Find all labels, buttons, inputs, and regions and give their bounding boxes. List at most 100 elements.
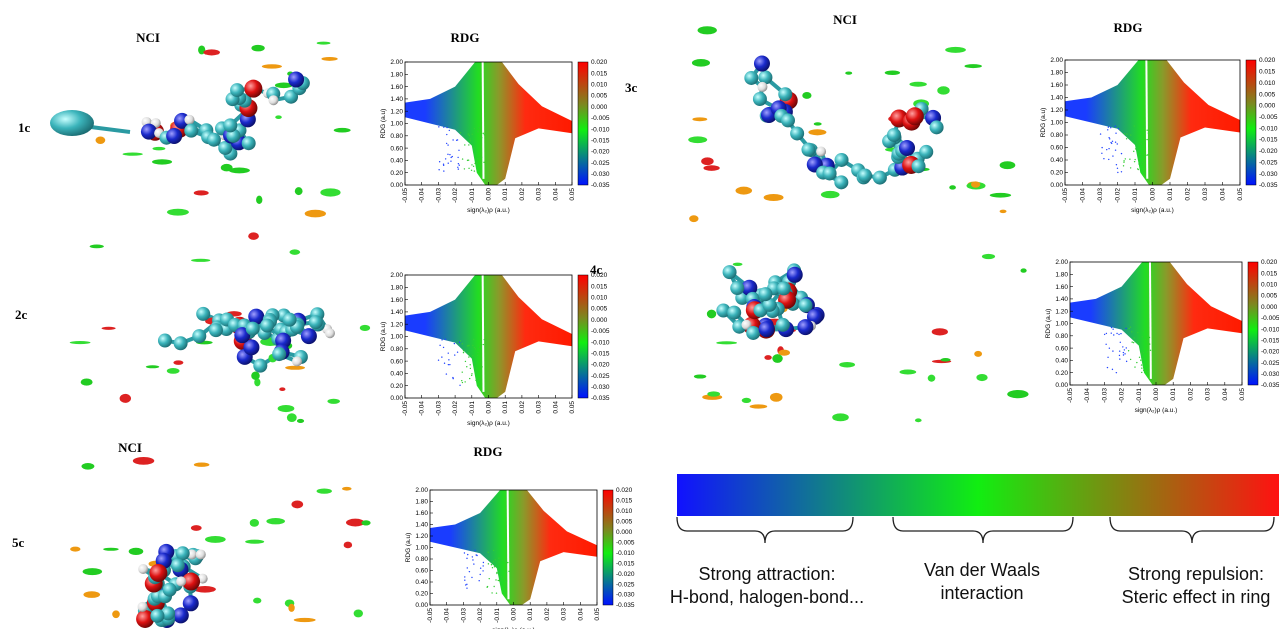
atom: [790, 126, 805, 141]
scatter-dot: [461, 381, 464, 384]
cloud-gap: [1145, 59, 1149, 179]
atom: [184, 123, 199, 138]
x-tick-label: -0.05: [427, 608, 434, 623]
scatter-dot: [1130, 134, 1132, 136]
scatter-dot: [507, 561, 509, 564]
nci-isosurface: [151, 159, 173, 165]
atom: [727, 305, 742, 320]
colorbar-tick-label: -0.020: [616, 571, 635, 578]
x-tick-label: 0.02: [544, 608, 551, 621]
nci-isosurface: [249, 518, 259, 527]
nci-isosurface: [688, 136, 708, 144]
scatter-dot: [467, 553, 469, 556]
panel-label: 4c: [590, 262, 603, 277]
scatter-dot: [1125, 138, 1128, 140]
nci-isosurface: [320, 188, 341, 197]
x-tick-label: -0.04: [444, 608, 451, 623]
y-tick-label: 0.00: [390, 395, 403, 402]
atom: [149, 563, 168, 582]
colorbar-tick-label: -0.010: [616, 550, 635, 557]
x-axis-label: sign(λ₂)ρ (a.u.): [492, 627, 535, 629]
scatter-dot: [479, 567, 482, 569]
atom: [170, 558, 185, 573]
scatter-dot: [1114, 149, 1117, 151]
scatter-dot: [504, 559, 506, 561]
scatter-dot: [469, 377, 471, 380]
atom: [157, 333, 172, 348]
nci-isosurface: [266, 518, 285, 525]
scatter-dot: [1129, 358, 1132, 361]
nci-isosurface: [80, 378, 93, 386]
nci-isosurface: [128, 547, 144, 556]
scatter-dot: [1107, 356, 1109, 359]
scatter-dot: [457, 166, 459, 168]
nci-isosurface: [289, 249, 301, 255]
atom: [288, 71, 305, 88]
atom: [196, 306, 211, 321]
y-tick-label: 1.20: [415, 533, 428, 540]
scatter-dot: [438, 161, 441, 163]
scatter-dot: [470, 169, 473, 172]
scatter-dot: [1108, 347, 1111, 349]
scatter-dot: [478, 127, 481, 129]
nci-isosurface: [778, 349, 790, 356]
colorbar-tick-label: -0.030: [591, 384, 610, 391]
scatter-dot: [477, 354, 479, 357]
scatter-dot: [477, 131, 479, 133]
scatter-dot: [446, 133, 448, 136]
x-tick-label: -0.03: [435, 401, 442, 416]
scatter-dot: [1147, 370, 1149, 373]
nci-isosurface: [361, 520, 371, 526]
scatter-dot: [473, 170, 476, 172]
scatter-dot: [473, 127, 476, 130]
nci-isosurface: [119, 393, 132, 403]
scatter-dot: [473, 563, 475, 565]
atom: [741, 319, 752, 330]
x-axis-label: sign(λ₂)ρ (a.u.): [467, 420, 510, 427]
y-tick-label: 1.60: [1055, 284, 1068, 291]
scatter-dot: [1120, 171, 1123, 173]
atom: [722, 265, 737, 280]
y-tick-label: 2.00: [1050, 57, 1063, 64]
x-tick-label: -0.03: [435, 188, 442, 203]
nci-isosurface: [152, 146, 166, 151]
scatter-dot: [487, 563, 490, 565]
scatter-dot: [1122, 165, 1125, 167]
nci-isosurface: [342, 486, 352, 491]
colorbar-tick-label: -0.010: [1259, 125, 1278, 132]
nci-isosurface: [261, 64, 282, 69]
nci-isosurface: [291, 500, 304, 509]
atom: [834, 152, 849, 167]
scatter-dot: [445, 373, 448, 375]
scatter-dot: [442, 163, 445, 165]
scatter-dot: [453, 342, 456, 345]
y-tick-label: 0.40: [1055, 358, 1068, 365]
scatter-dot: [452, 139, 454, 141]
y-tick-label: 1.20: [390, 108, 403, 115]
nci-isosurface: [940, 358, 951, 362]
scatter-dot: [442, 164, 445, 167]
y-tick-label: 0.60: [1050, 145, 1063, 152]
colorbar-tick-label: 0.000: [1259, 103, 1276, 110]
scatter-dot: [482, 343, 484, 346]
scatter-dot: [471, 373, 473, 375]
atom: [260, 318, 275, 333]
x-tick-label: 0.02: [1185, 188, 1192, 201]
panel-label: 5c: [12, 535, 25, 550]
x-tick-label: 0.01: [1170, 388, 1177, 401]
nci-isosurface: [749, 404, 768, 409]
scatter-dot: [1143, 157, 1145, 159]
y-tick-label: 0.40: [390, 158, 403, 165]
nci-isosurface: [251, 371, 260, 380]
scatter-dot: [1107, 126, 1110, 128]
atom: [253, 358, 268, 373]
scatter-dot: [482, 561, 485, 564]
nci-isosurface: [970, 181, 981, 188]
legend-text: Steric effect in ring: [1122, 587, 1271, 607]
scatter-dot: [438, 126, 440, 128]
nci-isosurface: [914, 418, 922, 423]
scatter-dot: [444, 158, 447, 160]
atom: [292, 356, 303, 367]
atom: [716, 303, 731, 318]
nci-isosurface: [83, 591, 101, 598]
